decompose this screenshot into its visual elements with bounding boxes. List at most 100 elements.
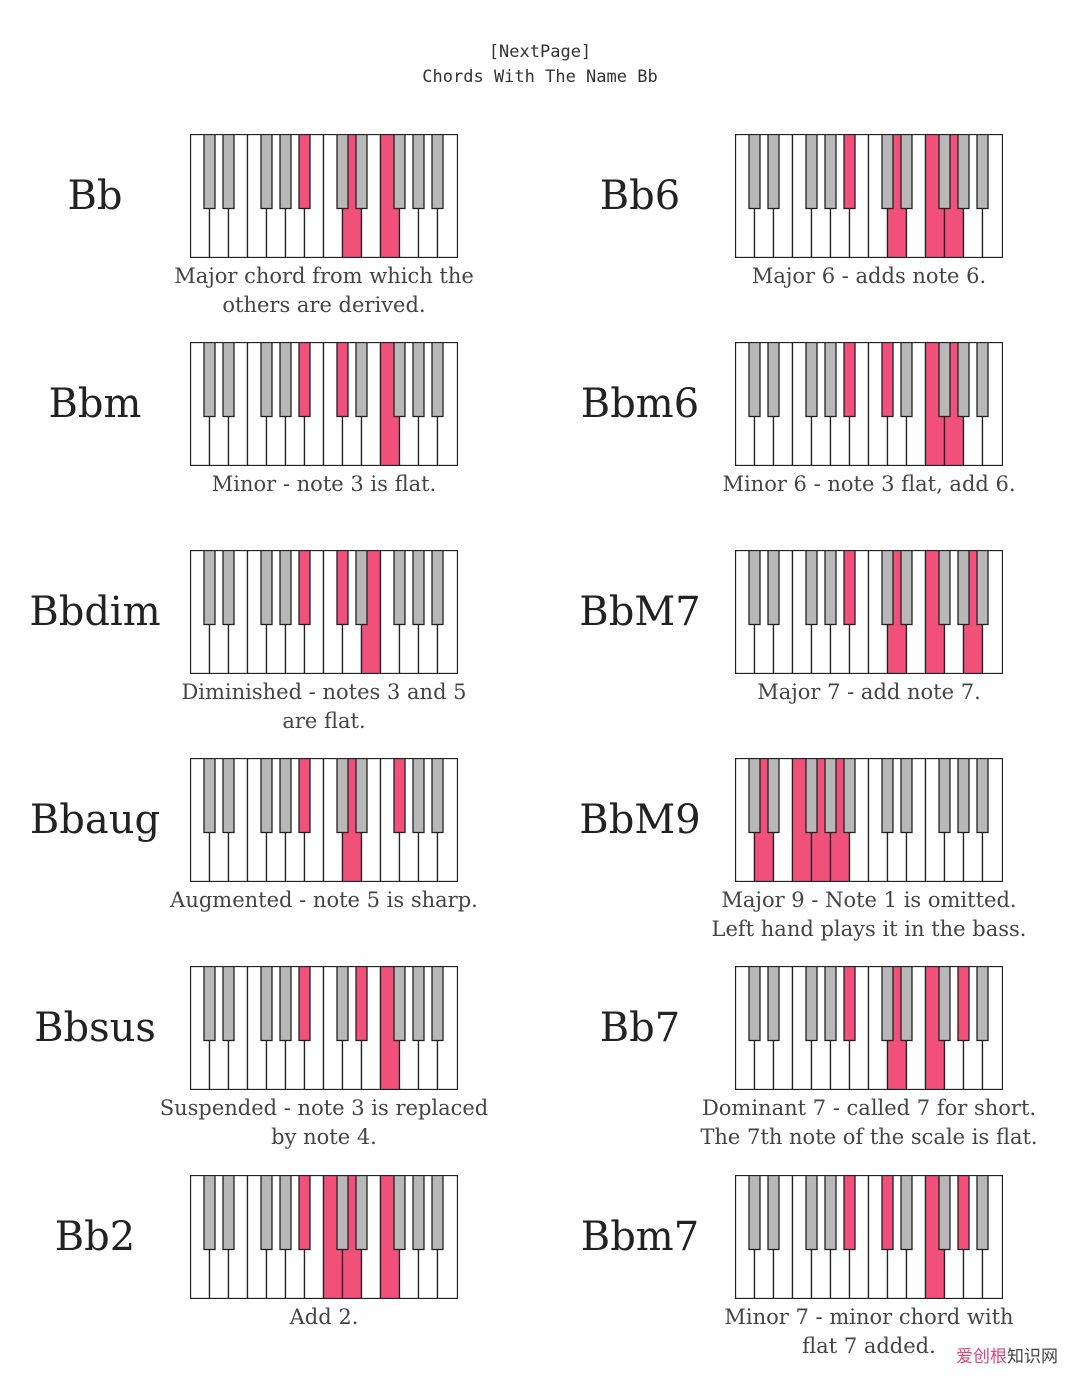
black-key xyxy=(260,134,273,210)
black-key xyxy=(881,758,894,834)
black-key xyxy=(355,1175,368,1251)
black-key xyxy=(938,1175,951,1251)
black-key xyxy=(260,966,273,1042)
black-key xyxy=(881,550,894,626)
black-key xyxy=(938,134,951,210)
black-key xyxy=(767,1175,780,1251)
black-key xyxy=(431,758,444,834)
black-key xyxy=(412,134,425,210)
black-key-pressed xyxy=(881,1175,894,1251)
black-key-pressed xyxy=(957,1175,970,1251)
chord-card-bb2: Bb2 Add 2. xyxy=(0,1175,535,1375)
black-key xyxy=(767,550,780,626)
chord-card-bbm7: BbM7 Major 7 - add note 7. xyxy=(545,550,1080,750)
black-key xyxy=(260,1175,273,1251)
next-page-link[interactable]: [NextPage] xyxy=(488,42,592,62)
black-key xyxy=(431,966,444,1042)
black-key-pressed xyxy=(843,966,856,1042)
black-key xyxy=(767,342,780,418)
black-key xyxy=(976,134,989,210)
black-key xyxy=(824,342,837,418)
piano-keyboard xyxy=(190,966,458,1090)
black-key xyxy=(824,966,837,1042)
black-key-pressed xyxy=(355,966,368,1042)
chord-description: Minor 7 - minor chord with flat 7 added. xyxy=(690,1303,1048,1361)
black-key xyxy=(805,758,818,834)
black-key-pressed xyxy=(843,342,856,418)
black-key xyxy=(900,966,913,1042)
black-key xyxy=(805,342,818,418)
chord-card-bb6: Bb6 Major 6 - adds note 6. xyxy=(545,134,1080,334)
black-key xyxy=(222,134,235,210)
chord-name: Bbm6 xyxy=(580,381,700,427)
black-key xyxy=(279,550,292,626)
keyboard-diagram xyxy=(190,966,458,1090)
description-line: The 7th note of the scale is flat. xyxy=(700,1125,1038,1149)
keyboard-diagram xyxy=(190,342,458,466)
keyboard-diagram xyxy=(190,1175,458,1299)
piano-keyboard xyxy=(735,550,1003,674)
watermark-brand: 爱创根 xyxy=(956,1347,1007,1367)
black-key xyxy=(976,550,989,626)
description-line: Suspended - note 3 is replaced xyxy=(159,1096,489,1120)
black-key xyxy=(203,134,216,210)
chord-card-bb7: Bb7 Dominant 7 - called 7 for short. The 7… xyxy=(545,966,1080,1166)
black-key xyxy=(976,966,989,1042)
keyboard-diagram xyxy=(190,758,458,882)
black-key xyxy=(824,758,837,834)
chord-name: Bb7 xyxy=(599,1005,681,1051)
black-key xyxy=(222,550,235,626)
black-key xyxy=(805,134,818,210)
keyboard-diagram xyxy=(190,550,458,674)
chord-name: Bb xyxy=(67,173,123,219)
black-key-pressed xyxy=(881,342,894,418)
black-key xyxy=(336,966,349,1042)
chord-card-bbm6: Bbm6 Minor 6 - note 3 flat, add 6. xyxy=(545,342,1080,542)
black-key xyxy=(957,134,970,210)
black-key xyxy=(412,550,425,626)
black-key-pressed xyxy=(957,966,970,1042)
black-key xyxy=(431,342,444,418)
piano-keyboard xyxy=(735,1175,1003,1299)
piano-keyboard xyxy=(735,342,1003,466)
black-key-pressed xyxy=(843,1175,856,1251)
black-key-pressed xyxy=(843,134,856,210)
black-key xyxy=(260,758,273,834)
black-key-pressed xyxy=(298,758,311,834)
black-key xyxy=(938,758,951,834)
black-key xyxy=(805,550,818,626)
chord-name: Bbm7 xyxy=(580,1214,700,1260)
black-key xyxy=(748,966,761,1042)
black-key xyxy=(260,342,273,418)
description-line: Dominant 7 - called 7 for short. xyxy=(701,1096,1037,1120)
black-key xyxy=(824,550,837,626)
chord-card-bb: Bb Major chord from which the others are d… xyxy=(0,134,535,334)
piano-keyboard xyxy=(190,134,458,258)
black-key xyxy=(824,1175,837,1251)
chord-description: Minor - note 3 is flat. xyxy=(145,470,503,499)
chord-name: BbM9 xyxy=(579,797,701,843)
description-line: are flat. xyxy=(282,709,366,733)
black-key xyxy=(412,342,425,418)
black-key xyxy=(938,966,951,1042)
black-key xyxy=(336,758,349,834)
keyboard-diagram xyxy=(735,758,1003,882)
black-key xyxy=(393,342,406,418)
black-key-pressed xyxy=(393,758,406,834)
black-key xyxy=(900,1175,913,1251)
black-key xyxy=(957,758,970,834)
keyboard-diagram xyxy=(735,550,1003,674)
chord-name: Bbaug xyxy=(29,797,161,843)
black-key xyxy=(748,1175,761,1251)
black-key xyxy=(976,758,989,834)
black-key xyxy=(767,758,780,834)
page-header: [NextPage] Chords With The Name Bb xyxy=(0,40,1080,90)
black-key xyxy=(203,758,216,834)
keyboard-diagram xyxy=(190,134,458,258)
black-key xyxy=(355,550,368,626)
black-key-pressed xyxy=(298,966,311,1042)
description-line: Major chord from which the xyxy=(174,264,474,288)
page-title: Chords With The Name Bb xyxy=(422,67,658,87)
black-key xyxy=(203,550,216,626)
black-key-pressed xyxy=(336,550,349,626)
